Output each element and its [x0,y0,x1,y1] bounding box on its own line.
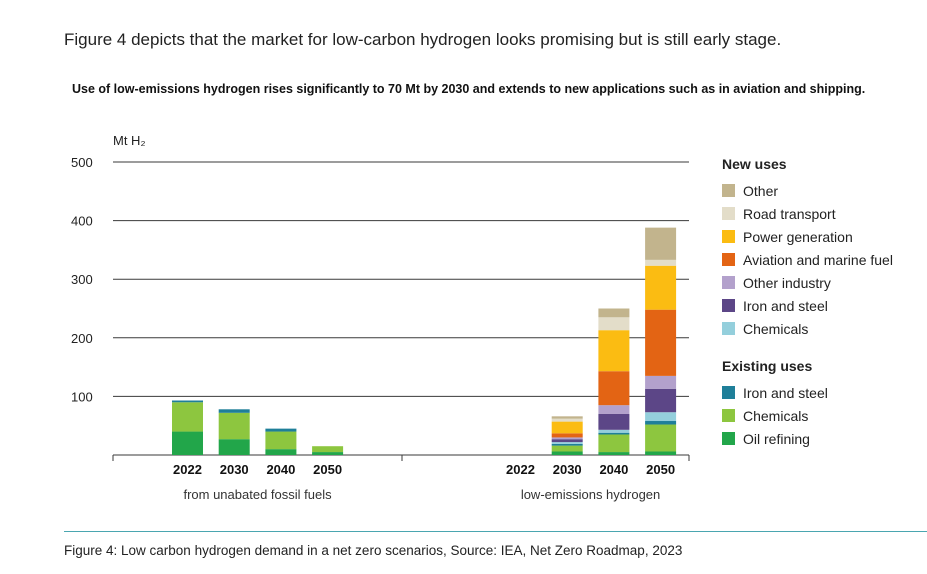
legend-swatch [722,184,735,197]
legend-label: Iron and steel [743,297,828,314]
legend-swatch [722,386,735,399]
bar-segment-power_gen [645,265,677,310]
bar-segment-oil_refining [172,431,203,455]
bar-segment-chem_existing [645,424,677,452]
legend-new-uses-item: Other industry [722,271,893,294]
legend: New uses Other Road transport Power genera… [722,156,893,450]
chart-title: Use of low-emissions hydrogen rises sign… [72,82,866,96]
legend-new-uses-item: Iron and steel [722,294,893,317]
bar-segment-iron_existing [265,428,297,432]
legend-new-uses-list: Other Road transport Power generation Aviat… [722,179,893,340]
legend-label: Chemicals [743,320,809,337]
y-tick-label: 400 [71,214,93,229]
legend-label: Aviation and marine fuel [743,251,893,268]
legend-swatch [722,299,735,312]
legend-swatch [722,432,735,445]
legend-existing-uses-item: Oil refining [722,427,893,450]
x-tick-label: 2022 [506,462,535,477]
bar-segment-iron_new [598,413,630,430]
bar-segment-iron_new [645,388,677,413]
x-tick-label: 2040 [266,462,295,477]
legend-label: Other industry [743,274,831,291]
legend-label: Iron and steel [743,384,828,401]
legend-new-uses-item: Other [722,179,893,202]
legend-existing-uses-item: Iron and steel [722,381,893,404]
y-tick-label: 200 [71,331,93,346]
legend-new-uses-item: Aviation and marine fuel [722,248,893,271]
bar-segment-road_transport [551,418,583,422]
legend-label: Chemicals [743,407,809,424]
x-tick-label: 2040 [599,462,628,477]
legend-swatch [722,276,735,289]
bar-segment-other_industry [551,437,583,440]
intro-text: Figure 4 depicts that the market for low… [64,30,782,49]
bar-segment-chem_new [645,412,677,422]
legend-swatch [722,230,735,243]
y-tick-label: 300 [71,272,93,287]
x-tick-label: 2030 [220,462,249,477]
y-tick-label: 500 [71,155,93,170]
bar-segment-iron_new [551,439,583,443]
bar-segment-chem_existing [312,446,344,453]
bar-segment-oil_refining [218,439,250,455]
bar-segment-other_new [645,227,677,260]
bar-segment-chem_existing [598,434,630,453]
legend-swatch [722,253,735,266]
bar-segment-aviation_marine [645,309,677,376]
bar-segment-aviation_marine [598,371,630,406]
legend-swatch [722,207,735,220]
bar-segment-aviation_marine [551,433,583,438]
bar-segment-oil_refining [598,452,630,455]
legend-swatch [722,409,735,422]
legend-heading-existing-uses: Existing uses [722,358,813,374]
legend-label: Other [743,182,779,199]
bar-segment-other_new [598,308,630,318]
bar-segment-power_gen [551,421,583,434]
legend-new-uses-item: Power generation [722,225,893,248]
x-tick-label: 2022 [173,462,202,477]
bar-segment-chem_existing [172,402,203,432]
bar-segment-iron_existing [172,400,203,403]
bar-segment-road_transport [645,259,677,266]
bar-segment-chem_new [551,442,583,444]
bar-segment-iron_existing [598,432,630,435]
bar-segment-oil_refining [645,451,677,455]
bar-segment-chem_new [598,429,630,433]
bar-segment-other_industry [598,405,630,414]
bar-segment-oil_refining [551,451,583,455]
bar-segment-iron_existing [218,409,250,413]
bar-segment-iron_existing [551,443,583,446]
bar-segment-chem_existing [551,445,583,452]
legend-new-uses-item: Road transport [722,202,893,225]
bar-segment-oil_refining [265,449,297,455]
legend-label: Power generation [743,228,853,245]
x-tick-label: 2050 [646,462,675,477]
x-tick-label: 2030 [553,462,582,477]
legend-existing-uses-item: Chemicals [722,404,893,427]
legend-swatch [722,322,735,335]
legend-label: Road transport [743,205,836,222]
bar-segment-other_new [551,416,583,419]
bar-segment-iron_existing [645,421,677,425]
legend-heading-new-uses: New uses [722,156,787,172]
bar-segment-road_transport [598,317,630,331]
caption-divider [64,531,927,532]
x-group-label: from unabated fossil fuels [183,487,332,502]
figure-caption: Figure 4: Low carbon hydrogen demand in … [64,543,683,558]
x-group-label: low-emissions hydrogen [521,487,660,502]
legend-new-uses-item: Chemicals [722,317,893,340]
bar-segment-power_gen [598,330,630,372]
bar-segment-chem_existing [265,431,297,450]
x-tick-label: 2050 [313,462,342,477]
bar-segment-other_industry [645,375,677,389]
y-tick-label: 100 [71,389,93,404]
bar-segment-oil_refining [312,452,344,455]
y-axis-label: Mt H₂ [113,133,146,148]
legend-existing-uses-list: Iron and steel Chemicals Oil refining [722,381,893,450]
bar-segment-chem_existing [218,412,250,440]
legend-label: Oil refining [743,430,810,447]
